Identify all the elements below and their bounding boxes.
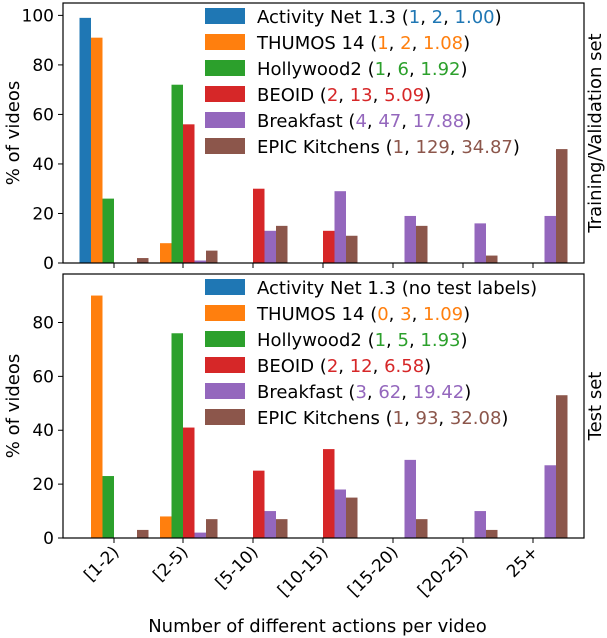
bar-epic-kitchens-2 bbox=[276, 519, 288, 538]
bar-epic-kitchens-5 bbox=[486, 529, 498, 538]
bar-beoid-1 bbox=[183, 427, 195, 538]
y-tick-label: 80 bbox=[32, 313, 54, 333]
y-tick-label: 0 bbox=[43, 254, 54, 274]
legend-swatch bbox=[205, 8, 245, 24]
legend-swatch bbox=[205, 305, 245, 321]
bar-epic-kitchens-3 bbox=[346, 497, 358, 538]
legend-entry: Activity Net 1.3 (no test labels) bbox=[257, 278, 537, 299]
y-axis-label: % of videos bbox=[3, 81, 24, 185]
y-tick-label: 80 bbox=[32, 56, 54, 76]
legend-entry: Hollywood2 (1, 5, 1.93) bbox=[257, 330, 468, 351]
x-tick-label: [20-25) bbox=[414, 542, 472, 600]
chart-panel-2: 0 20 40 60 80 % of videos Test set Activity Net… bbox=[3, 273, 606, 549]
y-tick-label: 0 bbox=[43, 529, 54, 549]
legend-swatch bbox=[205, 34, 245, 50]
bar-epic-kitchens-0 bbox=[137, 258, 149, 263]
panel-label: Training/Validation set bbox=[585, 33, 606, 233]
bar-epic-kitchens-4 bbox=[416, 225, 428, 263]
bar-breakfast-3 bbox=[334, 191, 346, 263]
y-tick-label: 20 bbox=[32, 475, 54, 495]
legend-swatch bbox=[205, 409, 245, 425]
bar-epic-kitchens-1 bbox=[206, 250, 218, 263]
legend-entry: Breakfast (3, 62, 19.42) bbox=[257, 382, 471, 403]
bar-breakfast-5 bbox=[474, 511, 486, 538]
bar-epic-kitchens-1 bbox=[206, 519, 218, 538]
legend-swatch bbox=[205, 383, 245, 399]
bar-breakfast-5 bbox=[474, 223, 486, 263]
legend-entry: Hollywood2 (1, 6, 1.92) bbox=[257, 59, 468, 80]
legend-entry: THUMOS 14 (1, 2, 1.08) bbox=[256, 33, 470, 54]
bar-breakfast-3 bbox=[334, 489, 346, 538]
y-axis-label: % of videos bbox=[3, 354, 24, 458]
legend-entry: EPIC Kitchens (1, 93, 32.08) bbox=[257, 408, 508, 429]
bar-breakfast-6 bbox=[544, 215, 556, 263]
legend: Activity Net 1.3 (1, 2, 1.00) THUMOS 14 (… bbox=[205, 7, 520, 158]
legend-swatch bbox=[205, 60, 245, 76]
bar-breakfast-4 bbox=[404, 459, 416, 538]
x-tick-labels: [1-2) [2-5) [5-10) [10-15) [15-20) [20-25) 25+ bbox=[80, 542, 542, 600]
legend-swatch bbox=[205, 112, 245, 128]
bar-epic-kitchens-4 bbox=[416, 519, 428, 538]
bar-hollywood2-0 bbox=[102, 198, 114, 263]
bar-thumos-14-0 bbox=[91, 295, 103, 538]
y-tick-label: 20 bbox=[32, 204, 54, 224]
bar-breakfast-1 bbox=[194, 260, 206, 263]
legend-swatch bbox=[205, 357, 245, 373]
bar-epic-kitchens-0 bbox=[137, 529, 149, 538]
legend: Activity Net 1.3 (no test labels) THUMOS … bbox=[205, 278, 537, 429]
legend-swatch bbox=[205, 86, 245, 102]
legend-entry: BEOID (2, 12, 6.58) bbox=[257, 356, 431, 377]
bar-epic-kitchens-3 bbox=[346, 235, 358, 263]
x-tick-label: [15-20) bbox=[344, 542, 402, 600]
bar-beoid-3 bbox=[323, 230, 335, 263]
bar-epic-kitchens-6 bbox=[556, 395, 568, 538]
y-tick-label: 60 bbox=[32, 367, 54, 387]
legend-entry: BEOID (2, 13, 5.09) bbox=[257, 85, 431, 106]
bar-thumos-14-1 bbox=[160, 243, 172, 263]
bar-epic-kitchens-2 bbox=[276, 225, 288, 263]
legend-swatch bbox=[205, 138, 245, 154]
y-tick-label: 40 bbox=[32, 155, 54, 175]
legend-entry: EPIC Kitchens (1, 129, 34.87) bbox=[257, 137, 520, 158]
bar-breakfast-2 bbox=[264, 511, 276, 538]
bar-beoid-1 bbox=[183, 124, 195, 263]
bar-epic-kitchens-5 bbox=[486, 255, 498, 263]
x-axis-label: Number of different actions per video bbox=[148, 616, 487, 637]
bar-hollywood2-1 bbox=[171, 84, 183, 264]
bar-breakfast-2 bbox=[264, 230, 276, 263]
bar-thumos-14-0 bbox=[91, 37, 103, 263]
bar-breakfast-1 bbox=[194, 532, 206, 538]
bar-activity-net-1-3-0 bbox=[79, 17, 91, 263]
x-tick-label: [10-15) bbox=[274, 542, 332, 600]
x-tick-label: [1-2) bbox=[80, 542, 123, 585]
y-tick-label: 40 bbox=[32, 421, 54, 441]
legend-entry: Activity Net 1.3 (1, 2, 1.00) bbox=[257, 7, 502, 28]
legend-entry: Breakfast (4, 47, 17.88) bbox=[257, 111, 471, 132]
panel-label: Test set bbox=[585, 372, 606, 442]
bar-hollywood2-1 bbox=[171, 333, 183, 538]
bar-beoid-2 bbox=[253, 188, 265, 263]
chart-panel-1: 0 20 40 60 80 100 % of videos Training/Validati… bbox=[3, 2, 606, 274]
legend-entry: THUMOS 14 (0, 3, 1.09) bbox=[256, 304, 470, 325]
bar-thumos-14-1 bbox=[160, 516, 172, 538]
legend-swatch bbox=[205, 331, 245, 347]
y-tick-label: 60 bbox=[32, 105, 54, 125]
bar-hollywood2-0 bbox=[102, 476, 114, 538]
x-tick-label: [5-10) bbox=[212, 542, 263, 593]
bar-beoid-3 bbox=[323, 449, 335, 538]
bar-epic-kitchens-6 bbox=[556, 149, 568, 263]
bar-beoid-2 bbox=[253, 470, 265, 538]
bar-breakfast-4 bbox=[404, 215, 416, 263]
y-tick-label: 100 bbox=[22, 6, 54, 26]
bar-breakfast-6 bbox=[544, 465, 556, 538]
x-tick-label: 25+ bbox=[503, 542, 543, 582]
legend-swatch bbox=[205, 279, 245, 295]
x-tick-label: [2-5) bbox=[149, 542, 192, 585]
